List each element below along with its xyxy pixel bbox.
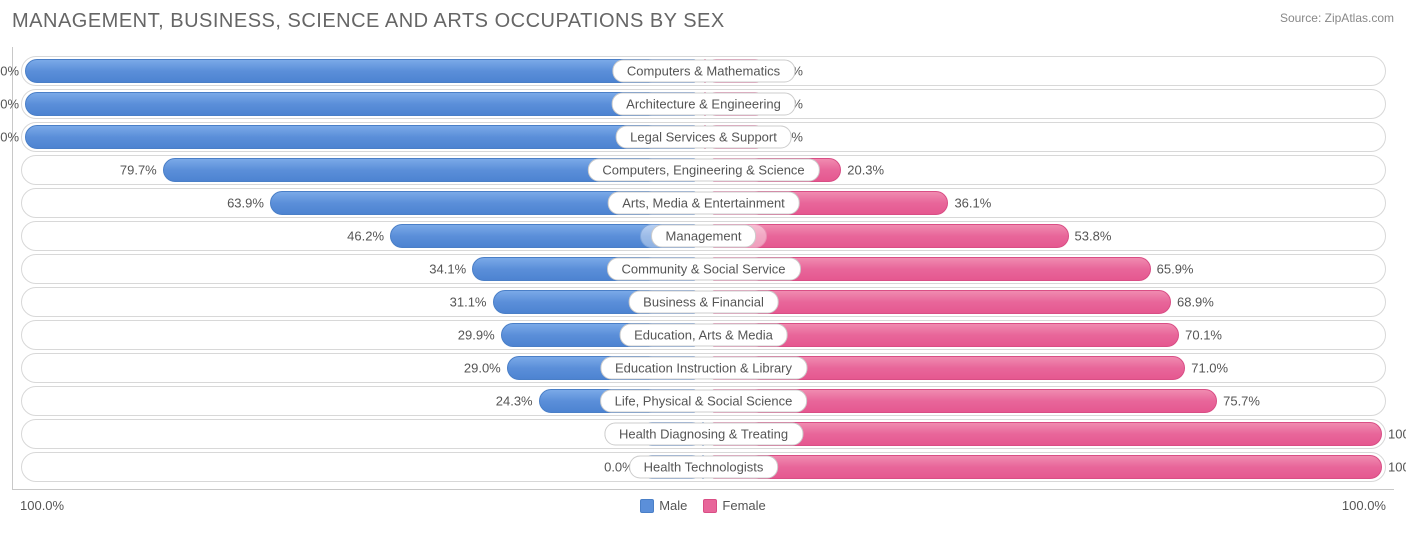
female-half: 65.9% (704, 257, 1383, 281)
male-half: 100.0% (25, 125, 704, 149)
male-half: 0.0% (25, 455, 704, 479)
male-pct-label: 29.0% (464, 361, 501, 376)
female-pct-label: 100.0% (1388, 427, 1406, 442)
male-pct-label: 100.0% (0, 64, 19, 79)
chart-row: 79.7% 20.3% Computers, Engineering & Scien… (21, 155, 1386, 185)
chart-row: 31.1% 68.9% Business & Financial (21, 287, 1386, 317)
source-label: Source: (1280, 11, 1321, 25)
chart-row: 29.0% 71.0% Education Instruction & Librar… (21, 353, 1386, 383)
female-half: 0.0% (704, 59, 1383, 83)
female-pct-label: 36.1% (954, 196, 991, 211)
source-value: ZipAtlas.com (1325, 11, 1394, 25)
male-pct-label: 100.0% (0, 97, 19, 112)
male-pct-label: 34.1% (429, 262, 466, 277)
male-pct-label: 29.9% (458, 328, 495, 343)
female-pct-label: 65.9% (1157, 262, 1194, 277)
female-pct-label: 100.0% (1388, 460, 1406, 475)
chart-row: 0.0%100.0%Health Technologists (21, 452, 1386, 482)
chart-footer: 100.0% Male Female 100.0% (12, 490, 1394, 513)
female-half: 100.0% (704, 455, 1383, 479)
male-pct-label: 63.9% (227, 196, 264, 211)
chart-row: 24.3% 75.7% Life, Physical & Social Scienc… (21, 386, 1386, 416)
axis-left-label: 100.0% (20, 498, 64, 513)
category-badge: Business & Financial (628, 291, 779, 314)
female-pct-label: 71.0% (1191, 361, 1228, 376)
male-pct-label: 24.3% (496, 394, 533, 409)
category-badge: Life, Physical & Social Science (600, 390, 808, 413)
male-half: 100.0% (25, 59, 704, 83)
male-half: 29.9% (25, 323, 704, 347)
legend-item-female: Female (703, 498, 765, 513)
category-badge: Education, Arts & Media (619, 324, 788, 347)
category-badge: Health Technologists (629, 456, 779, 479)
source-attribution: Source: ZipAtlas.com (1280, 10, 1394, 27)
male-pct-label: 100.0% (0, 130, 19, 145)
female-half: 100.0% (704, 422, 1383, 446)
chart-header: MANAGEMENT, BUSINESS, SCIENCE AND ARTS O… (12, 10, 1394, 33)
legend-female-label: Female (722, 498, 765, 513)
male-bar (25, 125, 704, 149)
category-badge: Management (651, 225, 757, 248)
female-pct-label: 53.8% (1075, 229, 1112, 244)
female-bar (704, 455, 1383, 479)
category-badge: Architecture & Engineering (611, 93, 796, 116)
axis-right-label: 100.0% (1342, 498, 1386, 513)
male-half: 63.9% (25, 191, 704, 215)
category-badge: Arts, Media & Entertainment (607, 192, 800, 215)
male-bar (25, 92, 704, 116)
category-badge: Community & Social Service (607, 258, 801, 281)
male-pct-label: 46.2% (347, 229, 384, 244)
male-half: 31.1% (25, 290, 704, 314)
male-half: 46.2% (25, 224, 704, 248)
female-half: 0.0% (704, 92, 1383, 116)
female-pct-label: 70.1% (1185, 328, 1222, 343)
male-half: 0.0% (25, 422, 704, 446)
chart-row: 34.1% 65.9% Community & Social Service (21, 254, 1386, 284)
chart-row: 63.9% 36.1% Arts, Media & Entertainment (21, 188, 1386, 218)
legend-male-label: Male (659, 498, 687, 513)
female-pct-label: 68.9% (1177, 295, 1214, 310)
chart-title: MANAGEMENT, BUSINESS, SCIENCE AND ARTS O… (12, 10, 725, 33)
female-half: 68.9% (704, 290, 1383, 314)
chart-row: 100.0%0.0%Legal Services & Support (21, 122, 1386, 152)
male-half: 34.1% (25, 257, 704, 281)
female-pct-label: 75.7% (1223, 394, 1260, 409)
chart-area: 100.0%0.0%Computers & Mathematics100.0%0… (12, 47, 1394, 490)
female-half: 0.0% (704, 125, 1383, 149)
female-half: 53.8% (704, 224, 1383, 248)
category-badge: Computers, Engineering & Science (587, 159, 819, 182)
chart-row: 100.0%0.0%Computers & Mathematics (21, 56, 1386, 86)
male-bar (25, 59, 704, 83)
female-half: 70.1% (704, 323, 1383, 347)
female-pct-label: 20.3% (847, 163, 884, 178)
legend: Male Female (640, 498, 766, 513)
female-bar (704, 422, 1383, 446)
chart-row: 46.2% 53.8% Management (21, 221, 1386, 251)
male-swatch (640, 499, 654, 513)
chart-row: 0.0%100.0%Health Diagnosing & Treating (21, 419, 1386, 449)
category-badge: Computers & Mathematics (612, 60, 795, 83)
chart-row: 29.9% 70.1% Education, Arts & Media (21, 320, 1386, 350)
female-swatch (703, 499, 717, 513)
category-badge: Education Instruction & Library (600, 357, 807, 380)
male-pct-label: 31.1% (450, 295, 487, 310)
male-pct-label: 79.7% (120, 163, 157, 178)
category-badge: Legal Services & Support (615, 126, 792, 149)
female-half: 36.1% (704, 191, 1383, 215)
category-badge: Health Diagnosing & Treating (604, 423, 803, 446)
male-half: 100.0% (25, 92, 704, 116)
legend-item-male: Male (640, 498, 687, 513)
chart-row: 100.0%0.0%Architecture & Engineering (21, 89, 1386, 119)
